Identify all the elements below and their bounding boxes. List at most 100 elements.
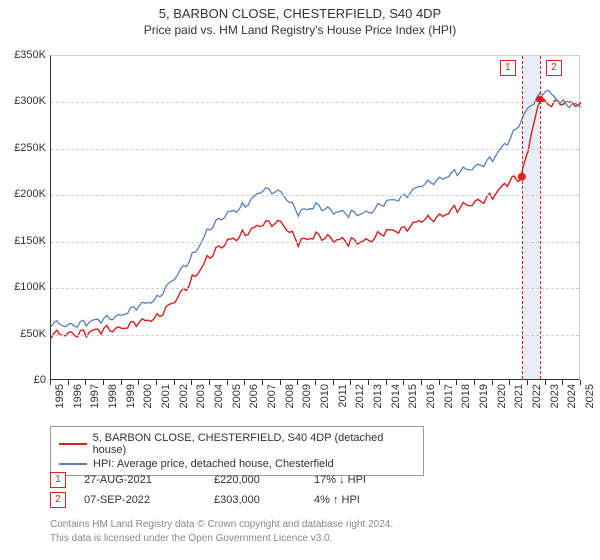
series-line [51, 90, 581, 327]
x-tick-label: 2008 [284, 384, 296, 420]
x-tick-label: 2025 [584, 384, 596, 420]
event-date: 27-AUG-2021 [84, 474, 214, 486]
x-tick [280, 380, 281, 385]
footer-line1: Contains HM Land Registry data © Crown c… [50, 518, 393, 532]
x-tick-label: 2003 [195, 384, 207, 420]
gridline [51, 288, 579, 289]
x-tick-label: 2007 [266, 384, 278, 420]
legend-item: 5, BARBON CLOSE, CHESTERFIELD, S40 4DP (… [59, 431, 415, 457]
x-tick-label: 1997 [89, 384, 101, 420]
x-tick-label: 2012 [354, 384, 366, 420]
chart-title: 5, BARBON CLOSE, CHESTERFIELD, S40 4DP [0, 0, 600, 21]
x-tick [492, 380, 493, 385]
x-tick [262, 380, 263, 385]
x-tick [244, 380, 245, 385]
x-tick [315, 380, 316, 385]
x-tick [174, 380, 175, 385]
plot-area: 12 [50, 55, 580, 380]
x-tick [209, 380, 210, 385]
x-tick-label: 2009 [301, 384, 313, 420]
x-tick [68, 380, 69, 385]
x-tick-label: 2001 [160, 384, 172, 420]
event-row: 207-SEP-2022£303,0004% ↑ HPI [50, 490, 414, 510]
x-tick [103, 380, 104, 385]
x-tick-label: 2013 [372, 384, 384, 420]
lines-svg [51, 56, 581, 381]
x-tick-label: 2010 [319, 384, 331, 420]
gridline [51, 149, 579, 150]
x-tick [227, 380, 228, 385]
x-tick-label: 2000 [142, 384, 154, 420]
y-tick-label: £100K [0, 281, 46, 293]
y-tick-label: £0 [0, 374, 46, 386]
x-tick [368, 380, 369, 385]
x-tick-label: 2014 [390, 384, 402, 420]
x-tick-label: 2005 [231, 384, 243, 420]
x-tick [333, 380, 334, 385]
x-tick [121, 380, 122, 385]
x-tick-label: 2022 [531, 384, 543, 420]
legend-swatch [59, 443, 87, 445]
y-tick-label: £50K [0, 328, 46, 340]
legend-item: HPI: Average price, detached house, Ches… [59, 457, 415, 471]
marker-vline [522, 56, 523, 379]
gridline [51, 335, 579, 336]
x-tick-label: 2018 [460, 384, 472, 420]
events-table: 127-AUG-2021£220,00017% ↓ HPI207-SEP-202… [50, 470, 414, 510]
x-tick-label: 1996 [72, 384, 84, 420]
x-tick [527, 380, 528, 385]
chart-subtitle: Price paid vs. HM Land Registry's House … [0, 21, 600, 37]
legend-label: HPI: Average price, detached house, Ches… [93, 458, 334, 470]
legend-label: 5, BARBON CLOSE, CHESTERFIELD, S40 4DP (… [93, 432, 415, 456]
x-tick [562, 380, 563, 385]
series-line [51, 100, 581, 339]
x-tick-label: 2004 [213, 384, 225, 420]
x-tick [297, 380, 298, 385]
x-tick [580, 380, 581, 385]
event-num: 1 [50, 472, 66, 488]
marker-vline [540, 56, 541, 379]
x-tick [403, 380, 404, 385]
event-delta: 17% ↓ HPI [314, 474, 414, 486]
x-tick [545, 380, 546, 385]
x-tick [439, 380, 440, 385]
event-price: £303,000 [214, 494, 314, 506]
event-delta: 4% ↑ HPI [314, 494, 414, 506]
x-tick-label: 2015 [407, 384, 419, 420]
event-row: 127-AUG-2021£220,00017% ↓ HPI [50, 470, 414, 490]
x-tick-label: 2011 [337, 384, 349, 420]
x-tick-label: 2002 [178, 384, 190, 420]
x-tick [421, 380, 422, 385]
y-tick-label: £200K [0, 188, 46, 200]
gridline [51, 242, 579, 243]
x-tick [350, 380, 351, 385]
x-tick-label: 2019 [478, 384, 490, 420]
x-tick [509, 380, 510, 385]
x-tick-label: 1999 [125, 384, 137, 420]
x-tick-label: 2006 [248, 384, 260, 420]
legend-swatch [59, 463, 87, 465]
x-tick [191, 380, 192, 385]
x-tick-label: 2016 [425, 384, 437, 420]
x-tick-label: 2020 [496, 384, 508, 420]
y-tick-label: £250K [0, 142, 46, 154]
y-tick-label: £350K [0, 49, 46, 61]
footer-line2: This data is licensed under the Open Gov… [50, 532, 393, 546]
x-tick-label: 2024 [566, 384, 578, 420]
x-tick [85, 380, 86, 385]
legend: 5, BARBON CLOSE, CHESTERFIELD, S40 4DP (… [50, 426, 424, 476]
marker-label: 1 [500, 60, 516, 76]
x-tick-label: 1998 [107, 384, 119, 420]
gridline [51, 195, 579, 196]
event-num: 2 [50, 492, 66, 508]
x-tick [138, 380, 139, 385]
chart-container: 5, BARBON CLOSE, CHESTERFIELD, S40 4DP P… [0, 0, 600, 560]
x-tick-label: 2023 [549, 384, 561, 420]
x-tick [50, 380, 51, 385]
x-tick [456, 380, 457, 385]
x-tick [156, 380, 157, 385]
x-tick [474, 380, 475, 385]
y-tick-label: £300K [0, 95, 46, 107]
y-tick-label: £150K [0, 235, 46, 247]
x-tick-label: 2021 [513, 384, 525, 420]
